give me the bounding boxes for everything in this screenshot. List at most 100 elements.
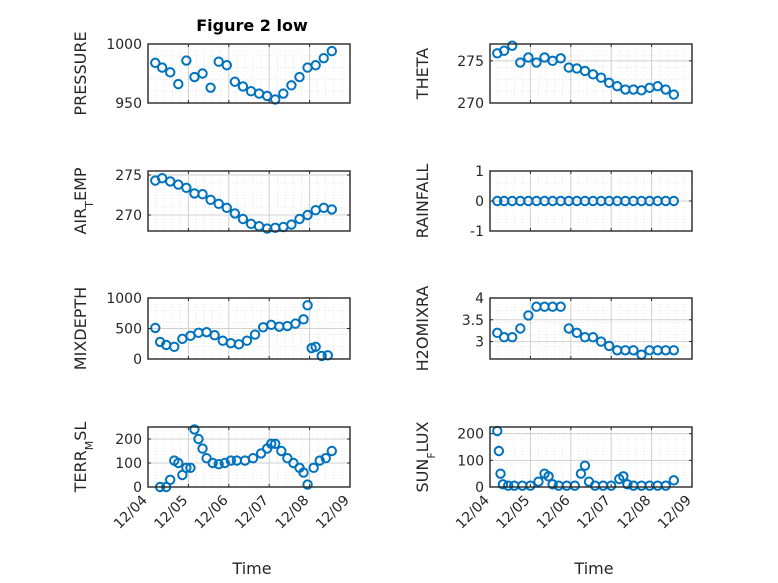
data-point — [660, 84, 671, 95]
data-point — [150, 57, 161, 69]
x-tick-label: 12/07 — [232, 493, 272, 533]
data-point — [660, 480, 671, 491]
x-tick-label: 12/09 — [655, 493, 695, 533]
data-point — [225, 455, 237, 466]
axes-frame — [147, 43, 351, 104]
y-tick-label: 275 — [457, 54, 484, 70]
data-point — [555, 301, 566, 312]
data-point — [318, 52, 329, 64]
axes-background — [490, 44, 692, 103]
data-point — [326, 45, 338, 57]
y-tick-label: 200 — [457, 427, 484, 443]
y-tick-label: 500 — [115, 322, 142, 338]
data-point — [209, 330, 220, 341]
data-point — [237, 81, 249, 92]
data-point — [308, 462, 319, 473]
data-point — [205, 82, 216, 93]
subplot-1: 950 1000 PRESSURE — [71, 31, 351, 116]
data-point — [515, 57, 526, 68]
data-point — [237, 213, 249, 225]
data-point — [507, 332, 518, 343]
data-point — [181, 182, 192, 194]
data-point — [193, 433, 204, 445]
data-point — [502, 480, 514, 491]
axes-frame — [489, 426, 693, 488]
data-point — [302, 209, 313, 221]
y-axis-label: THETA — [413, 48, 432, 100]
x-tick-label: 12/08 — [273, 493, 313, 533]
subplot-4: -1 0 1 RAINFALL — [413, 164, 693, 240]
data-point — [533, 476, 544, 487]
data-point — [270, 438, 281, 449]
data-point — [249, 329, 261, 340]
data-point — [165, 67, 176, 78]
data-point — [668, 195, 680, 207]
data-point — [595, 72, 607, 83]
data-point — [213, 459, 224, 470]
y-tick-label: 275 — [115, 168, 142, 184]
y-tick-label: -1 — [470, 224, 484, 240]
data-point — [492, 195, 503, 207]
y-tick-label: 0 — [133, 352, 142, 368]
data-point — [276, 445, 287, 457]
x-tick-label: 12/05 — [151, 493, 191, 533]
data-point — [575, 468, 587, 479]
y-axis-label: MIXDEPTH — [71, 287, 90, 370]
y-axis-label: H2OMIXRA — [413, 286, 432, 372]
subplot-5: 0 500 1000 MIXDEPTH — [71, 287, 351, 370]
data-point — [229, 208, 241, 219]
y-tick-label: 100 — [457, 453, 484, 469]
y-tick-label: 950 — [115, 96, 142, 112]
axes-frame — [147, 426, 351, 488]
y-tick-label: 0 — [475, 480, 484, 496]
data-point — [189, 424, 200, 435]
y-tick-label: 0 — [133, 480, 142, 496]
data-point — [310, 341, 321, 352]
data-point — [497, 479, 509, 490]
data-point — [156, 62, 168, 73]
y-tick-label: 3.5 — [462, 313, 484, 329]
data-point — [628, 345, 639, 356]
axes-frame — [489, 43, 693, 104]
data-point — [181, 55, 192, 66]
data-point — [668, 345, 680, 356]
data-point — [543, 471, 554, 482]
x-axis-label-left: Time — [231, 559, 271, 578]
data-point — [261, 90, 273, 102]
data-point — [326, 445, 338, 457]
y-axis-label: PRESSURE — [71, 31, 90, 115]
subplot-6: 3 3.5 4 H2OMIXRA — [413, 286, 693, 372]
data-point — [197, 68, 208, 79]
data-point — [197, 443, 208, 454]
data-point — [189, 71, 200, 83]
x-tick-label: 12/09 — [313, 493, 353, 533]
data-point — [221, 202, 232, 214]
data-point — [247, 453, 259, 464]
subplot-7: 0 100 200 12/04 12/05 12/06 12/07 12/08 12/09 TER… — [71, 422, 353, 533]
data-point — [498, 45, 510, 56]
data-point — [507, 40, 518, 51]
data-point — [302, 300, 313, 311]
data-point — [213, 56, 224, 67]
data-point — [173, 457, 184, 469]
data-point — [197, 189, 208, 200]
y-tick-label: 1 — [475, 164, 484, 180]
axes-frame — [147, 170, 351, 232]
data-point — [310, 60, 321, 71]
x-tick-label: 12/05 — [493, 493, 533, 533]
data-point — [606, 480, 617, 491]
y-tick-label: 270 — [457, 96, 484, 112]
data-point — [515, 323, 526, 334]
y-tick-label: 4 — [475, 291, 484, 307]
data-point — [173, 78, 184, 90]
data-point — [618, 471, 629, 482]
data-point — [302, 479, 313, 490]
y-tick-label: 3 — [475, 335, 484, 351]
data-point — [668, 475, 680, 486]
data-point — [207, 457, 218, 469]
data-point — [603, 340, 615, 352]
data-point — [294, 71, 305, 83]
data-point — [229, 76, 241, 87]
